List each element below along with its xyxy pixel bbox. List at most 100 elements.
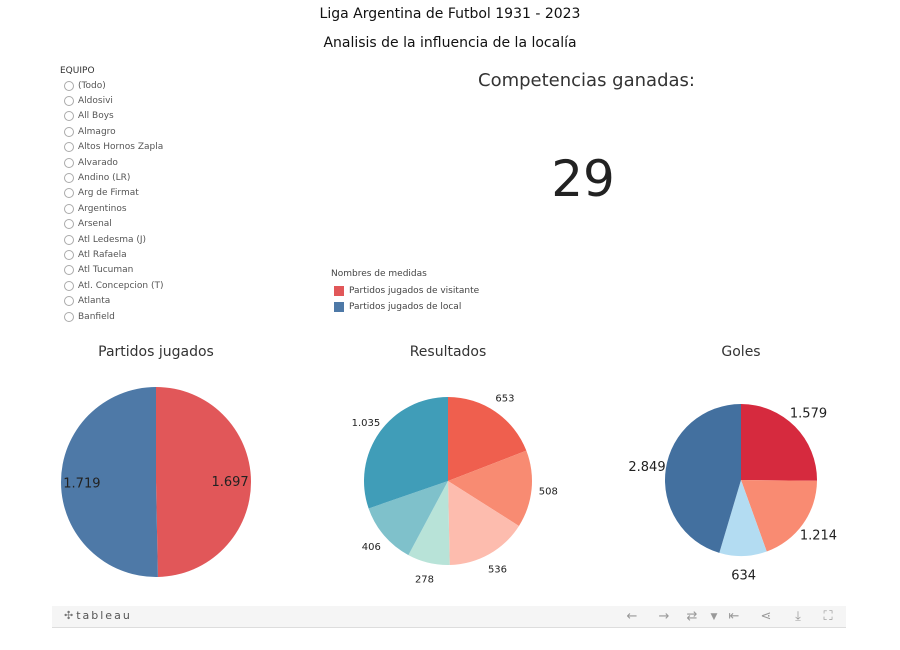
data-label: 634 bbox=[731, 569, 756, 584]
filter-option[interactable]: Arsenal bbox=[60, 217, 250, 232]
fullscreen-icon[interactable]: ⛶ bbox=[823, 609, 833, 624]
filter-option-label: Almagro bbox=[78, 126, 116, 137]
pie-slice[interactable] bbox=[741, 404, 817, 481]
pie-slice[interactable] bbox=[719, 480, 767, 556]
data-label: 1.719 bbox=[63, 476, 100, 491]
filter-option-label: (Todo) bbox=[78, 80, 106, 91]
filter-label: EQUIPO bbox=[60, 66, 95, 76]
data-label: 1.579 bbox=[790, 407, 827, 422]
radio-icon[interactable] bbox=[64, 203, 74, 214]
filter-option-label: Atl Rafaela bbox=[78, 249, 127, 260]
radio-icon[interactable] bbox=[64, 311, 74, 322]
radio-icon[interactable] bbox=[64, 157, 74, 168]
filter-option[interactable]: Argentinos bbox=[60, 201, 250, 216]
data-label: 406 bbox=[362, 542, 381, 553]
radio-icon[interactable] bbox=[64, 234, 74, 245]
tableau-logo-icon: ✣ bbox=[64, 609, 74, 622]
radio-icon[interactable] bbox=[64, 249, 74, 260]
filter-option[interactable]: All Boys bbox=[60, 109, 250, 124]
radio-icon[interactable] bbox=[64, 265, 74, 276]
filter-option-label: Atl. Concepcion (T) bbox=[78, 280, 164, 291]
legend-label-visitante: Partidos jugados de visitante bbox=[349, 286, 480, 296]
filter-option-label: Andino (LR) bbox=[78, 173, 131, 184]
legend-item-local[interactable]: Partidos jugados de local bbox=[331, 299, 479, 315]
filter-option[interactable]: Atl Rafaela bbox=[60, 247, 250, 262]
filter-option[interactable]: Banfield bbox=[60, 309, 250, 324]
filter-option-label: Aldosivi bbox=[78, 96, 113, 107]
undo-icon[interactable]: ← bbox=[626, 609, 638, 624]
share-icon[interactable]: ⋖ bbox=[760, 609, 772, 624]
data-label: 653 bbox=[495, 393, 514, 404]
download-icon[interactable]: ⤓ bbox=[795, 609, 801, 624]
team-filter: EQUIPO (Todo) Aldosivi All Boys Almagro Alto… bbox=[60, 66, 250, 328]
filter-option-label: Alvarado bbox=[78, 157, 118, 168]
pie-slice[interactable] bbox=[448, 450, 532, 526]
filter-option-label: Arsenal bbox=[78, 219, 112, 230]
radio-icon[interactable] bbox=[64, 173, 74, 184]
filter-option-label: Atl Ledesma (J) bbox=[78, 234, 147, 245]
kpi-label: Competencias ganadas: bbox=[478, 70, 695, 91]
filter-option-label: Atlanta bbox=[78, 296, 111, 307]
radio-icon[interactable] bbox=[64, 188, 74, 199]
chart-title: Goles bbox=[721, 344, 760, 360]
radio-icon[interactable] bbox=[64, 96, 74, 107]
data-label: 278 bbox=[415, 575, 434, 586]
tableau-toolbar: ✣ tableau ← → ⇄ ▼ ⇤ ⋖ ⤓ ⛶ bbox=[52, 606, 846, 628]
data-label: 508 bbox=[539, 486, 558, 497]
legend-swatch-local bbox=[334, 302, 344, 312]
dropdown-caret-icon[interactable]: ▼ bbox=[710, 612, 718, 622]
filter-option[interactable]: Atl Tucuman bbox=[60, 263, 250, 278]
pie-slice[interactable] bbox=[741, 480, 817, 552]
pie-slice[interactable] bbox=[665, 404, 741, 553]
pie-slice[interactable] bbox=[363, 397, 448, 509]
revert-icon[interactable]: ⇄ bbox=[686, 609, 698, 624]
filter-option[interactable]: Almagro bbox=[60, 124, 250, 139]
radio-icon[interactable] bbox=[64, 296, 74, 307]
filter-option-label: Altos Hornos Zapla bbox=[78, 142, 164, 153]
pie-slice[interactable] bbox=[156, 387, 252, 577]
data-label: 536 bbox=[488, 564, 507, 575]
pie-slice[interactable] bbox=[448, 481, 519, 565]
radio-icon[interactable] bbox=[64, 111, 74, 122]
radio-icon[interactable] bbox=[64, 80, 74, 91]
radio-icon[interactable] bbox=[64, 219, 74, 230]
filter-option[interactable]: Atl Ledesma (J) bbox=[60, 232, 250, 247]
pie-slice[interactable] bbox=[408, 481, 450, 565]
filter-option-label: Banfield bbox=[78, 311, 115, 322]
data-label: 2.849 bbox=[628, 460, 665, 475]
radio-icon[interactable] bbox=[64, 126, 74, 137]
filter-option[interactable]: Arg de Firmat bbox=[60, 186, 250, 201]
radio-icon[interactable] bbox=[64, 280, 74, 291]
filter-option[interactable]: Altos Hornos Zapla bbox=[60, 140, 250, 155]
tableau-logo-text: tableau bbox=[76, 609, 132, 622]
chart-title: Resultados bbox=[410, 344, 487, 360]
pie-slice[interactable] bbox=[368, 481, 448, 556]
pie-charts-area: Partidos jugados 1.697 1.719 Resultados 653 5… bbox=[61, 344, 837, 586]
data-label: 1.035 bbox=[352, 418, 381, 429]
data-label: 1.697 bbox=[211, 475, 248, 490]
data-label: 1.214 bbox=[800, 529, 837, 544]
chart-title: Partidos jugados bbox=[98, 344, 214, 360]
filter-list[interactable]: (Todo) Aldosivi All Boys Almagro Altos Horno… bbox=[60, 78, 250, 324]
redo-icon[interactable]: → bbox=[658, 609, 670, 624]
radio-icon[interactable] bbox=[64, 142, 74, 153]
filter-option[interactable]: Alvarado bbox=[60, 155, 250, 170]
filter-option-label: Arg de Firmat bbox=[78, 188, 139, 199]
reset-icon[interactable]: ⇤ bbox=[728, 609, 740, 624]
pie-slice[interactable] bbox=[448, 397, 527, 481]
tableau-logo[interactable]: ✣ tableau bbox=[64, 609, 132, 622]
filter-option[interactable]: Aldosivi bbox=[60, 93, 250, 108]
filter-option[interactable]: Atl. Concepcion (T) bbox=[60, 278, 250, 293]
filter-option-label: All Boys bbox=[78, 111, 114, 122]
legend-item-visitante[interactable]: Partidos jugados de visitante bbox=[331, 283, 479, 299]
filter-option-label: Atl Tucuman bbox=[78, 265, 134, 276]
dashboard-subtitle: Analisis de la influencia de la localía bbox=[323, 35, 577, 51]
filter-option[interactable]: Andino (LR) bbox=[60, 170, 250, 185]
filter-option-label: Argentinos bbox=[78, 203, 127, 214]
pie-slice[interactable] bbox=[61, 387, 158, 577]
filter-option[interactable]: (Todo) bbox=[60, 78, 250, 93]
legend-swatch-visitante bbox=[334, 286, 344, 296]
legend-title: Nombres de medidas bbox=[331, 269, 427, 279]
measure-legend: Nombres de medidas Partidos jugados de v… bbox=[331, 269, 479, 315]
filter-option[interactable]: Atlanta bbox=[60, 293, 250, 308]
